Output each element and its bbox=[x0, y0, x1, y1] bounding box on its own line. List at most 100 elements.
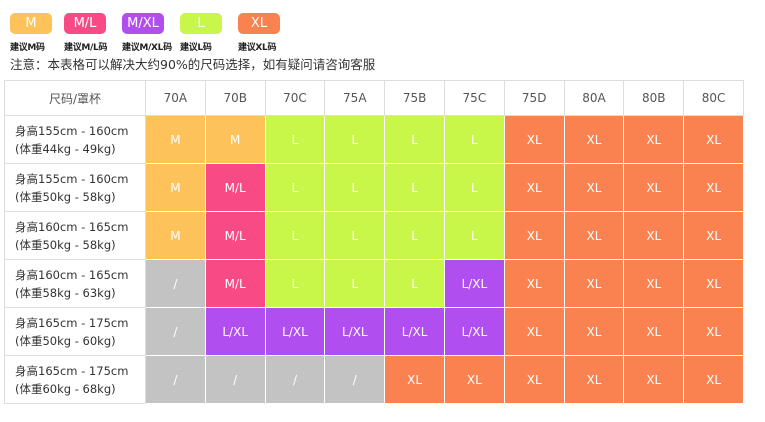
size-cell: XL bbox=[623, 259, 685, 308]
table-row: 身高155cm - 160cm (体重50kg - 58kg) M M/L L L L L XL… bbox=[4, 163, 744, 212]
row-weight: (体重50kg - 60kg) bbox=[15, 333, 116, 348]
size-cell: M bbox=[145, 115, 206, 164]
size-table: 尺码/罩杯 70A 70B 70C 75A 75B 75C 75D 80A 80B 80C 身高155… bbox=[4, 80, 744, 404]
size-cell: XL bbox=[503, 211, 565, 260]
size-cell: L/XL bbox=[443, 259, 505, 308]
table-body: 身高155cm - 160cm (体重44kg - 49kg) M M L L L L XL XL… bbox=[4, 115, 744, 404]
legend-caption: 建议M/XL码 bbox=[122, 43, 172, 53]
header-cell: 70A bbox=[145, 80, 206, 116]
legend-item: M 建议M码 bbox=[10, 13, 66, 53]
table-row: 身高160cm - 165cm (体重50kg - 58kg) M M/L L L L L XL… bbox=[4, 211, 744, 260]
row-label: 身高155cm - 160cm (体重50kg - 58kg) bbox=[4, 163, 146, 212]
row-label: 身高155cm - 160cm (体重44kg - 49kg) bbox=[4, 115, 146, 164]
size-cell: M bbox=[204, 115, 266, 164]
size-cell: XL bbox=[503, 307, 565, 356]
size-cell: XL bbox=[563, 211, 625, 260]
row-label: 身高165cm - 175cm (体重50kg - 60kg) bbox=[4, 307, 146, 356]
size-cell: L bbox=[264, 259, 326, 308]
legend-swatch: M bbox=[10, 13, 52, 34]
row-weight: (体重50kg - 58kg) bbox=[15, 189, 116, 204]
size-cell: XL bbox=[563, 307, 625, 356]
size-cell: L bbox=[384, 211, 445, 260]
size-cell: L bbox=[443, 211, 505, 260]
header-cell: 75D bbox=[503, 80, 565, 116]
size-cell: XL bbox=[384, 355, 445, 404]
size-cell: L bbox=[384, 115, 445, 164]
header-cell: 80A bbox=[563, 80, 625, 116]
row-label: 身高165cm - 175cm (体重60kg - 68kg) bbox=[4, 355, 146, 404]
table-row: 身高160cm - 165cm (体重58kg - 63kg) / M/L L L L L/X… bbox=[4, 259, 744, 308]
size-cell: M/L bbox=[204, 259, 266, 308]
size-cell: L bbox=[324, 163, 386, 212]
size-cell: XL bbox=[563, 163, 625, 212]
size-cell: XL bbox=[623, 115, 685, 164]
legend-swatch: M/L bbox=[64, 13, 106, 34]
legend-item: XL 建议XL码 bbox=[238, 13, 294, 53]
legend-item: M/XL 建议M/XL码 bbox=[122, 13, 178, 53]
size-cell: L bbox=[443, 163, 505, 212]
table-row: 身高165cm - 175cm (体重50kg - 60kg) / L/XL L/XL L… bbox=[4, 307, 744, 356]
header-cell: 75C bbox=[443, 80, 505, 116]
size-cell: M bbox=[145, 211, 206, 260]
row-weight: (体重44kg - 49kg) bbox=[15, 141, 116, 156]
size-cell: / bbox=[145, 355, 206, 404]
legend-caption: 建议L码 bbox=[180, 43, 212, 53]
legend-item: L 建议L码 bbox=[180, 13, 236, 53]
size-cell: XL bbox=[683, 307, 744, 356]
row-height: 身高165cm - 175cm bbox=[15, 315, 129, 330]
size-cell: L bbox=[324, 259, 386, 308]
size-cell: XL bbox=[623, 211, 685, 260]
size-cell: XL bbox=[683, 259, 744, 308]
size-cell: L bbox=[264, 163, 326, 212]
size-cell: XL bbox=[683, 211, 744, 260]
size-cell: XL bbox=[623, 307, 685, 356]
header-row: 尺码/罩杯 70A 70B 70C 75A 75B 75C 75D 80A 80B 80C bbox=[4, 80, 744, 116]
size-cell: XL bbox=[563, 115, 625, 164]
size-cell: / bbox=[145, 307, 206, 356]
legend-caption: 建议M/L码 bbox=[64, 43, 108, 53]
size-cell: L/XL bbox=[324, 307, 386, 356]
size-cell: L bbox=[324, 211, 386, 260]
legend-swatch: XL bbox=[238, 13, 280, 34]
row-height: 身高165cm - 175cm bbox=[15, 363, 129, 378]
size-cell: XL bbox=[683, 115, 744, 164]
size-cell: XL bbox=[443, 355, 505, 404]
size-cell: L bbox=[443, 115, 505, 164]
size-cell: L bbox=[384, 163, 445, 212]
size-cell: L/XL bbox=[384, 307, 445, 356]
row-weight: (体重50kg - 58kg) bbox=[15, 237, 116, 252]
header-cell: 75A bbox=[324, 80, 386, 116]
size-cell: M/L bbox=[204, 211, 266, 260]
header-cell: 80B bbox=[623, 80, 685, 116]
legend-item: M/L 建议M/L码 bbox=[64, 13, 120, 53]
size-cell: L bbox=[264, 211, 326, 260]
legend-swatch: M/XL bbox=[122, 13, 164, 34]
size-cell: XL bbox=[683, 163, 744, 212]
size-cell: / bbox=[264, 355, 326, 404]
header-cell: 80C bbox=[683, 80, 744, 116]
size-cell: / bbox=[145, 259, 206, 308]
size-cell: XL bbox=[503, 355, 565, 404]
size-cell: XL bbox=[563, 355, 625, 404]
size-cell: M bbox=[145, 163, 206, 212]
size-cell: M/L bbox=[204, 163, 266, 212]
row-weight: (体重58kg - 63kg) bbox=[15, 285, 116, 300]
size-cell: L/XL bbox=[264, 307, 326, 356]
size-cell: XL bbox=[503, 163, 565, 212]
header-cell: 70B bbox=[204, 80, 266, 116]
size-cell: XL bbox=[623, 163, 685, 212]
note: 注意：本表格可以解决大约90%的尺码选择，如有疑问请咨询客服 bbox=[10, 57, 376, 72]
header-cell: 尺码/罩杯 bbox=[4, 80, 146, 116]
size-cell: L/XL bbox=[443, 307, 505, 356]
header-cell: 75B bbox=[384, 80, 445, 116]
table-row: 身高155cm - 160cm (体重44kg - 49kg) M M L L L L XL XL… bbox=[4, 115, 744, 164]
size-cell: XL bbox=[563, 259, 625, 308]
legend-swatch: L bbox=[180, 13, 222, 34]
size-cell: XL bbox=[623, 355, 685, 404]
size-cell: / bbox=[324, 355, 386, 404]
size-cell: XL bbox=[683, 355, 744, 404]
row-height: 身高155cm - 160cm bbox=[15, 171, 129, 186]
size-cell: XL bbox=[503, 259, 565, 308]
size-cell: L bbox=[324, 115, 386, 164]
